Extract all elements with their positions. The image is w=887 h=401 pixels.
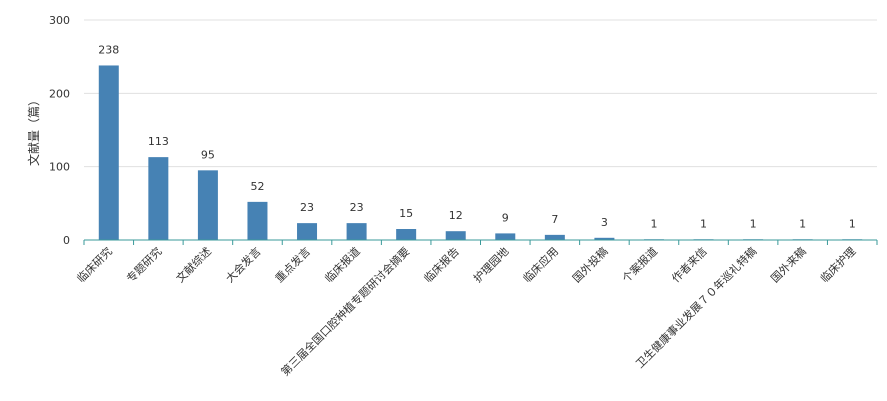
data-label: 1 <box>750 217 757 230</box>
data-label: 95 <box>201 148 215 161</box>
data-label: 9 <box>502 211 509 224</box>
data-label: 23 <box>350 201 364 214</box>
bar <box>148 157 169 240</box>
bar <box>544 234 565 240</box>
data-label: 238 <box>98 43 119 56</box>
bar <box>396 229 417 240</box>
data-label: 1 <box>799 217 806 230</box>
bar <box>297 223 318 240</box>
category-label: 大会发言 <box>223 244 264 285</box>
y-tick-label: 200 <box>49 87 70 100</box>
category-label: 国外来稿 <box>768 244 809 285</box>
category-label: 个案报道 <box>619 244 660 285</box>
category-label: 作者来信 <box>669 245 709 285</box>
grid-lines <box>84 19 877 168</box>
category-label: 临床报道 <box>322 244 363 285</box>
category-label: 护理园地 <box>470 244 511 285</box>
data-label: 23 <box>300 201 314 214</box>
data-label: 12 <box>449 209 463 222</box>
data-label: 3 <box>601 216 608 229</box>
data-label: 1 <box>849 217 856 230</box>
bar <box>346 223 367 240</box>
category-label: 重点发言 <box>272 244 313 285</box>
category-label: 临床护理 <box>817 244 858 285</box>
category-label: 专题研究 <box>123 244 164 285</box>
data-label: 1 <box>650 217 657 230</box>
data-label: 7 <box>551 213 558 226</box>
data-label: 52 <box>250 180 264 193</box>
bar <box>445 231 466 240</box>
data-labels: 238 113 95 52 23 23 15 12 9 7 3 1 1 1 1 1 <box>98 43 855 230</box>
bar <box>247 201 268 240</box>
category-label: 临床应用 <box>520 244 561 285</box>
bars <box>98 65 863 240</box>
y-tick-label: 300 <box>49 14 70 27</box>
category-labels: 临床研究 专题研究 文献综述 大会发言 重点发言 临床报道第三届全国口腔种植专题研讨会摘要… <box>74 240 878 379</box>
category-label: 文献综述 <box>173 244 214 285</box>
category-label: 临床研究 <box>74 244 115 285</box>
category-label: 临床报告 <box>421 244 462 285</box>
data-label: 1 <box>700 217 707 230</box>
y-axis-ticks: 0 100 200 300 <box>49 14 70 247</box>
bar <box>197 170 218 240</box>
data-label: 113 <box>148 135 169 148</box>
bar <box>98 65 119 240</box>
y-tick-label: 100 <box>49 161 70 174</box>
category-label: 国外投稿 <box>570 244 611 285</box>
data-label: 15 <box>399 207 413 220</box>
bar <box>495 233 516 240</box>
bar <box>594 237 615 240</box>
y-axis-title: 文献量（篇） <box>26 94 41 166</box>
y-tick-label: 0 <box>63 234 70 247</box>
